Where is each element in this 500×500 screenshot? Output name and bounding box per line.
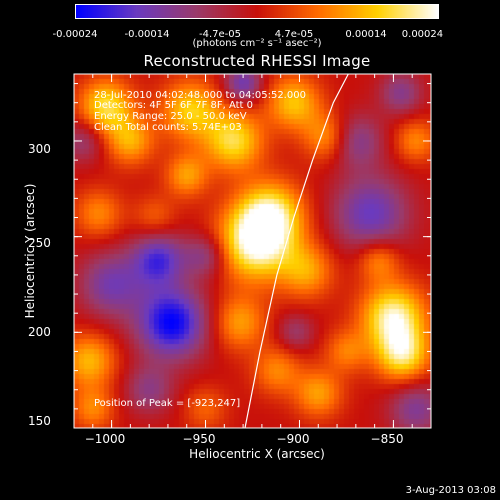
solar-limb-curve xyxy=(244,73,349,429)
peak-position-label: Position of Peak = [-923,247] xyxy=(94,398,241,409)
colorbar-tick: 0.00014 xyxy=(345,29,387,40)
x-tick-label: −850 xyxy=(370,432,404,446)
plot-title: Reconstructed RHESSI Image xyxy=(143,52,371,70)
y-tick-label: 200 xyxy=(28,325,51,339)
colorbar-tick: 4.7e-05 xyxy=(274,29,314,40)
info-time-range: 28-Jul-2010 04:02:48.000 to 04:05:52.000 xyxy=(94,90,306,101)
colorbar-tick: 0.00024 xyxy=(401,29,444,40)
x-tick-label: −1000 xyxy=(84,432,126,446)
colorbar xyxy=(75,4,439,19)
y-tick-label: 300 xyxy=(28,142,51,156)
info-detectors: Detectors: 4F 5F 6F 7F 8F, Att 0 xyxy=(94,100,254,111)
x-axis-label: Heliocentric X (arcsec) xyxy=(189,447,325,461)
info-clean-counts: Clean Total counts: 5.74E+03 xyxy=(94,122,242,133)
date-stamp: 3-Aug-2013 03:08 xyxy=(405,485,496,496)
plot-frame xyxy=(73,73,432,429)
y-tick-label: 150 xyxy=(28,414,51,428)
y-tick-label: 250 xyxy=(28,236,51,250)
info-energy-range: Energy Range: 25.0 - 50.0 keV xyxy=(94,111,247,122)
colorbar-tick: -0.00024 xyxy=(52,29,98,40)
colorbar-units: (photons cm⁻² s⁻¹ asec⁻²) xyxy=(192,38,322,49)
x-tick-label: −950 xyxy=(182,432,216,446)
y-axis-label: Heliocentric Y (arcsec) xyxy=(23,183,37,319)
heatmap-image xyxy=(74,74,431,428)
x-tick-label: −900 xyxy=(276,432,310,446)
colorbar-tick: -4.7e-05 xyxy=(199,29,241,40)
colorbar-tick: -0.00014 xyxy=(124,29,170,40)
